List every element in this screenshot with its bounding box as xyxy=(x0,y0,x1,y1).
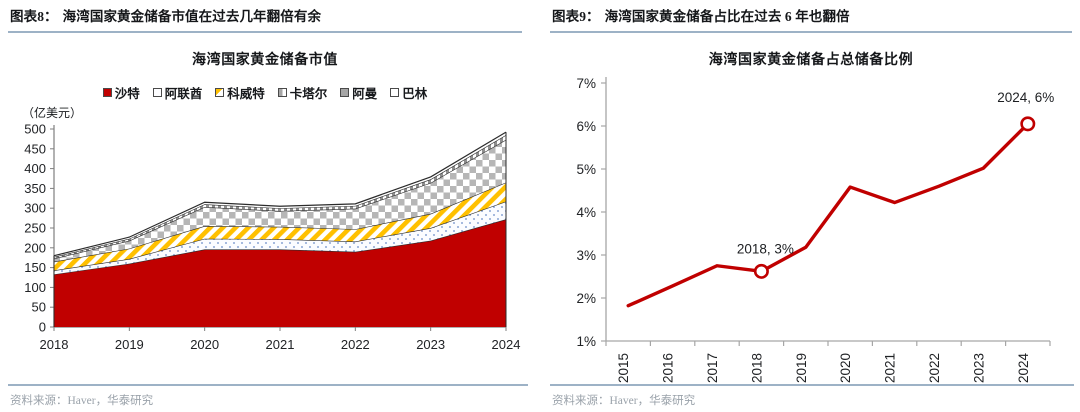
right-exhibit-title: 海湾国家黄金储备占比在过去 6 年也翻倍 xyxy=(604,9,850,24)
legend-label-oman: 阿曼 xyxy=(352,87,378,101)
legend-label-saudi: 沙特 xyxy=(114,87,140,101)
left-chart-legend: 沙特 阿联酋 科威特 卡塔尔 阿曼 巴林 xyxy=(8,83,522,102)
right-source-note: 资料来源：Haver，华泰研究 xyxy=(552,395,696,407)
line-chart: 1% 2% 3% 4% 5% 6% 7% 2015 2016 2017 2018 2019 2020 20… xyxy=(576,76,1054,384)
line-series-gold-share xyxy=(626,122,1030,308)
data-point-marker xyxy=(1020,116,1036,132)
legend-label-uae: 阿联酋 xyxy=(164,87,203,101)
y-axis-tick-label: 250 xyxy=(24,221,46,236)
right-exhibit-header: 图表9： 海湾国家黄金储备占比在过去 6 年也翻倍 xyxy=(550,0,1072,31)
square-solid-gray-swatch-icon xyxy=(340,88,350,97)
y-axis-tick-label: 300 xyxy=(24,201,46,216)
area-series-5-outline xyxy=(53,131,507,257)
y-axis-tick-label: 3% xyxy=(576,248,596,263)
square-solid-red-swatch-icon xyxy=(102,88,112,97)
left-header-divider xyxy=(8,31,522,33)
legend-label-kuwait: 科威特 xyxy=(227,87,265,101)
chart-annotation: 2018, 3% xyxy=(737,241,794,256)
y-axis-tick-label: 50 xyxy=(32,300,46,315)
square-empty-swatch-icon xyxy=(390,88,400,97)
legend-label-qatar: 卡塔尔 xyxy=(289,87,328,101)
x-axis-tick-label: 2017 xyxy=(705,353,720,383)
x-axis-tick-label: 2015 xyxy=(616,353,631,383)
right-chart-title: 海湾国家黄金储备占总储备比例 xyxy=(708,53,914,68)
right-chart-panel: 图表9： 海湾国家黄金储备占比在过去 6 年也翻倍 海湾国家黄金储备占总储备比例 … xyxy=(540,0,1080,412)
x-axis-tick-label: 2020 xyxy=(190,337,219,352)
x-axis-tick-label: 2021 xyxy=(266,337,295,352)
y-axis-tick-label: 500 xyxy=(24,122,46,137)
left-exhibit-header: 图表8： 海湾国家黄金储备市值在过去几年翻倍有余 xyxy=(8,0,522,31)
legend-item-kuwait[interactable]: 科威特 xyxy=(215,83,265,102)
y-axis-tick-label: 1% xyxy=(576,334,596,349)
data-point-marker xyxy=(753,263,769,279)
left-chart-panel: 图表8： 海湾国家黄金储备市值在过去几年翻倍有余 海湾国家黄金储备市值 沙特 阿联… xyxy=(0,0,540,412)
y-axis-tick-label: 150 xyxy=(24,260,46,275)
x-axis-tick-label: 2022 xyxy=(341,337,370,352)
x-axis-tick-label: 2024 xyxy=(1016,353,1031,384)
x-axis-tick-label: 2024 xyxy=(492,337,521,352)
y-axis-tick-label: 400 xyxy=(24,161,46,176)
y-axis-tick-label: 200 xyxy=(24,240,46,255)
square-diagonal-yellow-swatch-icon xyxy=(215,88,225,97)
right-exhibit-number: 图表9： xyxy=(552,9,600,24)
left-plot-area: 0 50 100 150 200 250 300 350 400 450 500 2018 2019 20… xyxy=(8,121,522,361)
right-footer-divider xyxy=(550,384,1074,386)
legend-item-bahrain[interactable]: 巴林 xyxy=(390,83,427,102)
y-axis-tick-label: 6% xyxy=(576,119,596,134)
left-exhibit-title: 海湾国家黄金储备市值在过去几年翻倍有余 xyxy=(62,9,322,24)
x-axis-tick-label: 2021 xyxy=(883,353,898,383)
square-dotted-swatch-icon xyxy=(152,88,162,97)
y-axis-tick-label: 450 xyxy=(24,141,46,156)
legend-item-saudi[interactable]: 沙特 xyxy=(102,83,140,102)
left-source-note: 资料来源：Haver，华泰研究 xyxy=(10,395,154,407)
y-axis-tick-label: 4% xyxy=(576,205,596,220)
y-axis-tick-label: 0 xyxy=(39,320,46,335)
x-axis-tick-label: 2022 xyxy=(927,353,942,383)
x-axis-tick-label: 2023 xyxy=(416,337,445,352)
legend-label-bahrain: 巴林 xyxy=(402,87,428,101)
area-series-1 xyxy=(54,201,506,275)
right-header-divider xyxy=(550,31,1072,33)
x-axis-tick-label: 2016 xyxy=(661,353,676,383)
chart-annotation: 2024, 6% xyxy=(997,90,1054,105)
y-axis-tick-label: 7% xyxy=(576,76,596,91)
left-axis-unit-label: （亿美元） xyxy=(22,106,83,120)
y-axis-tick-label: 100 xyxy=(24,280,46,295)
y-axis-tick-label: 350 xyxy=(24,181,46,196)
x-axis-tick-label: 2018 xyxy=(749,353,764,383)
left-exhibit-number: 图表8： xyxy=(10,9,58,24)
x-axis-tick-label: 2019 xyxy=(794,353,809,383)
area-series-2 xyxy=(54,182,506,271)
y-axis-tick-label: 2% xyxy=(576,291,596,306)
x-axis-tick-label: 2018 xyxy=(40,337,69,352)
square-checker-gray-swatch-icon xyxy=(277,88,287,97)
x-axis-tick-label: 2019 xyxy=(115,337,144,352)
x-axis-tick-label: 2023 xyxy=(971,353,986,383)
left-footer-divider xyxy=(8,384,528,386)
legend-item-oman[interactable]: 阿曼 xyxy=(340,83,377,102)
area-series-3 xyxy=(54,139,506,262)
legend-item-qatar[interactable]: 卡塔尔 xyxy=(277,83,328,102)
legend-item-uae[interactable]: 阿联酋 xyxy=(152,83,203,102)
y-axis-tick-label: 5% xyxy=(576,162,596,177)
stacked-area-chart: 0 50 100 150 200 250 300 350 400 450 500 2018 2019 20… xyxy=(24,122,521,353)
left-chart-title: 海湾国家黄金储备市值 xyxy=(192,53,338,68)
x-axis-tick-label: 2020 xyxy=(838,353,853,383)
right-plot-area: 1% 2% 3% 4% 5% 6% 7% 2015 2016 2017 2018 2019 2020 20… xyxy=(550,69,1072,389)
